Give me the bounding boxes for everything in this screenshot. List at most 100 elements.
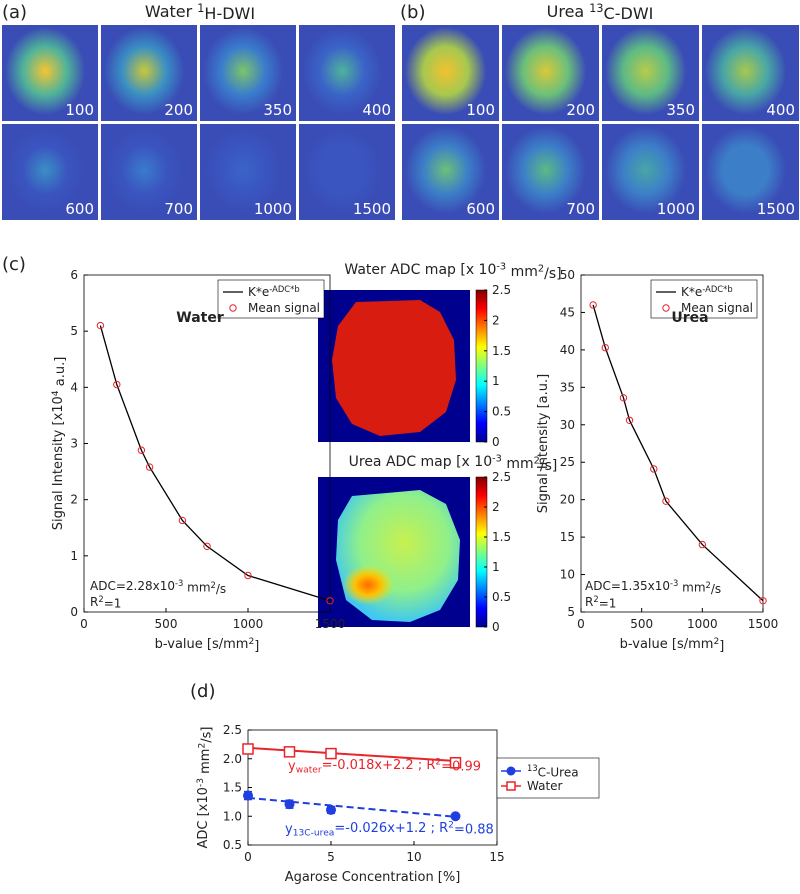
- map-region: [342, 565, 394, 605]
- data-point: [449, 757, 462, 769]
- colorbar: [475, 289, 488, 443]
- image-blob: [103, 126, 185, 214]
- colorbar-tick-label: 0: [492, 620, 500, 634]
- x-tick-label: 500: [155, 617, 178, 631]
- y-tick-label: 6: [70, 268, 78, 282]
- data-point: [284, 799, 295, 810]
- image-blob: [504, 27, 587, 115]
- y-tick-label: 1.0: [223, 809, 242, 823]
- legend-box: [496, 757, 600, 799]
- colorbar-tick-label: 1: [492, 560, 500, 574]
- fit-equation: ywater=-0.018x+2.2 ; R2=0.99: [288, 758, 481, 776]
- y-tick-label: 10: [560, 568, 575, 582]
- x-axis-label: b-value [s/mm2]: [620, 637, 725, 654]
- data-point: [698, 540, 707, 549]
- y-tick-label: 15: [560, 530, 575, 544]
- annotation: Water: [176, 310, 224, 326]
- b-value-label: 600: [65, 200, 94, 218]
- panel-label: (a): [2, 2, 27, 23]
- y-tick-label: 4: [70, 380, 78, 394]
- data-point: [113, 380, 121, 389]
- b-value-label: 350: [263, 101, 292, 119]
- legend-label: K*e-ADC*b: [248, 284, 300, 299]
- image-blob: [604, 27, 687, 115]
- y-tick-label: 20: [560, 493, 575, 507]
- fit-line: [247, 746, 456, 763]
- b-value-label: 700: [566, 200, 595, 218]
- b-value-label: 100: [65, 101, 94, 119]
- colorbar-tick-label: 1: [492, 374, 500, 388]
- data-point: [243, 790, 253, 801]
- data-point: [625, 416, 634, 424]
- image-blob: [704, 27, 787, 115]
- image-blob: [404, 27, 487, 115]
- image-blob: [301, 27, 383, 115]
- image-blob: [103, 27, 185, 115]
- colorbar-tick-label: 1.5: [492, 344, 511, 358]
- y-tick-label: 5: [70, 324, 78, 338]
- y-tick-label: 45: [560, 305, 575, 319]
- legend-box: [217, 279, 325, 319]
- y-axis-label: Signal Intensity [x104 a.u.]: [51, 357, 68, 531]
- y-tick-label: 2: [70, 493, 78, 507]
- y-tick-label: 40: [560, 343, 575, 357]
- image-blob: [504, 126, 587, 214]
- data-point: [325, 747, 337, 760]
- y-axis-label: Signal Intensity [a.u.]: [536, 374, 551, 513]
- legend-label: K*e-ADC*b: [681, 284, 733, 299]
- b-value-label: 400: [362, 101, 391, 119]
- b-value-label: 1500: [353, 200, 391, 218]
- b-value-label: 100: [466, 101, 495, 119]
- y-tick-label: 0: [70, 605, 78, 619]
- colorbar: [475, 476, 488, 628]
- legend-label: Water: [527, 779, 563, 793]
- y-tick-label: 50: [560, 268, 575, 282]
- data-point: [326, 597, 334, 605]
- image-blob: [4, 27, 86, 115]
- colorbar-tick-label: 1.5: [492, 530, 511, 544]
- colorbar-tick-label: 2.5: [492, 283, 511, 297]
- annotation: ADC=1.35x10-3 mm2/s: [585, 578, 721, 596]
- data-point: [450, 811, 461, 822]
- legend-label: 13C-Urea: [527, 763, 579, 779]
- b-value-label: 200: [164, 101, 193, 119]
- y-tick-label: 1.5: [223, 781, 242, 795]
- image-blob: [301, 126, 383, 214]
- annotation: R2=1: [90, 594, 121, 610]
- x-tick-label: 1000: [233, 617, 264, 631]
- b-value-label: 1000: [657, 200, 695, 218]
- y-tick-label: 25: [560, 455, 575, 469]
- data-point: [662, 497, 670, 505]
- x-tick-label: 5: [327, 850, 335, 864]
- x-axis-label: Agarose Concentration [%]: [285, 870, 461, 885]
- image-blob: [202, 126, 284, 214]
- y-tick-label: 2.0: [223, 752, 242, 766]
- image-blob: [202, 27, 284, 115]
- annotation: R2=1: [585, 594, 616, 610]
- legend-swatch: [506, 781, 516, 791]
- colorbar-tick-label: 0.5: [492, 405, 511, 419]
- y-tick-label: 5: [567, 605, 575, 619]
- legend-swatch: [506, 766, 516, 776]
- y-tick-label: 0.5: [223, 838, 242, 852]
- data-point: [145, 463, 154, 471]
- colorbar-tick-label: 2: [492, 313, 500, 327]
- y-axis-label: ADC [x10-3 mm2/s]: [196, 727, 215, 849]
- x-tick-label: 15: [489, 850, 504, 864]
- y-tick-label: 3: [70, 437, 78, 451]
- map-title: Water ADC map [x 10-3 mm2/s]: [344, 262, 561, 282]
- annotation: ADC=2.28x10-3 mm2/s: [90, 578, 226, 596]
- colorbar-tick-label: 2.5: [492, 470, 511, 484]
- legend-label: Mean signal: [248, 301, 320, 315]
- image-panel-title: Urea 13C-DWI: [547, 2, 654, 23]
- panel-label: (d): [190, 681, 215, 702]
- data-point: [203, 542, 211, 550]
- b-value-label: 1000: [254, 200, 292, 218]
- image-blob: [704, 126, 787, 214]
- x-tick-label: 1500: [315, 617, 346, 631]
- panel-label: (b): [400, 2, 425, 23]
- b-value-label: 600: [466, 200, 495, 218]
- data-point: [178, 516, 187, 525]
- data-point: [601, 343, 609, 352]
- x-axis-label: b-value [s/mm2]: [155, 637, 260, 654]
